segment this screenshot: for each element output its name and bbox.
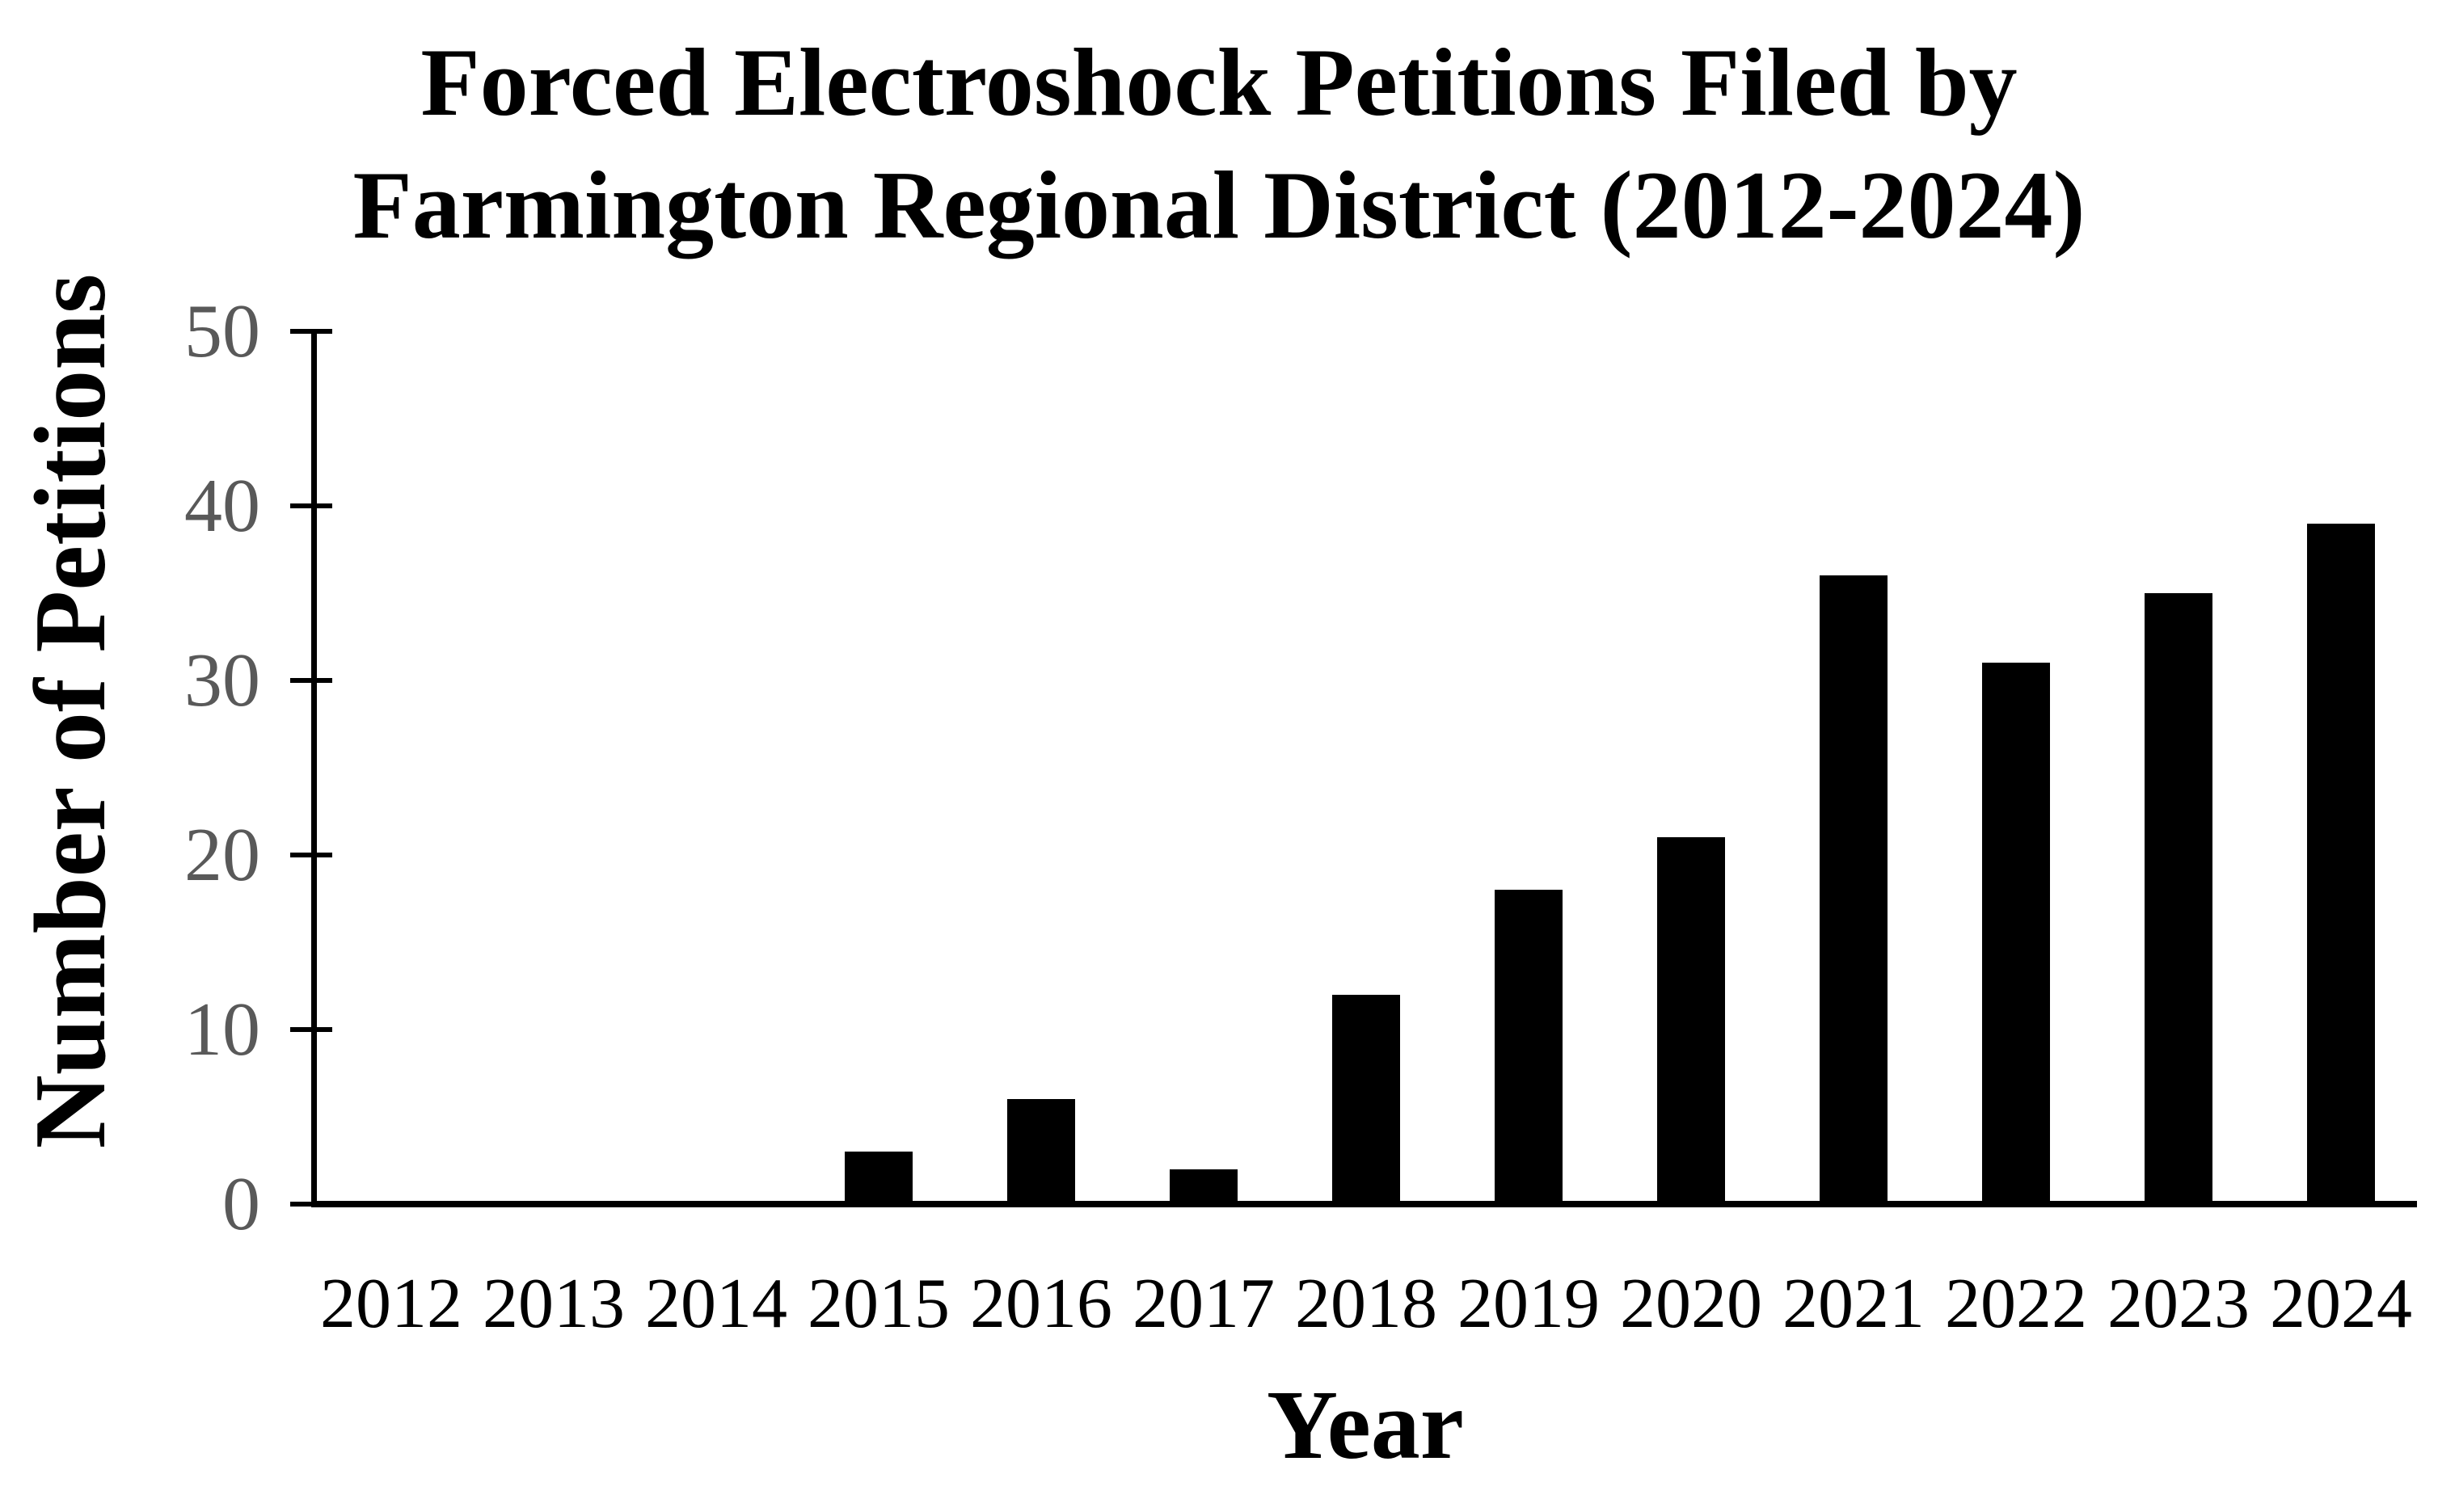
x-tick-label-2024: 2024 <box>2270 1265 2412 1343</box>
y-tick-label-50: 50 <box>184 289 260 373</box>
x-tick-label-2022: 2022 <box>1945 1265 2087 1343</box>
y-tick-label-0: 0 <box>222 1162 260 1246</box>
x-axis-title: Year <box>1267 1371 1464 1480</box>
y-tick-label-20: 20 <box>184 813 260 897</box>
chart-title-line2: Farmington Regional District (2012-2024) <box>352 151 2086 259</box>
y-tick-0 <box>290 1202 332 1207</box>
y-tick-50 <box>290 329 332 334</box>
y-tick-40 <box>290 503 332 508</box>
y-tick-label-30: 30 <box>184 638 260 722</box>
y-tick-label-40: 40 <box>184 464 260 548</box>
bar-2017 <box>1170 1169 1238 1202</box>
x-tick-label-2021: 2021 <box>1782 1265 1925 1343</box>
x-tick-label-2016: 2016 <box>970 1265 1112 1343</box>
y-axis-line <box>311 331 317 1207</box>
x-tick-label-2020: 2020 <box>1620 1265 1762 1343</box>
chart-title-line1: Forced Electroshock Petitions Filed by <box>420 28 2018 136</box>
x-tick-label-2012: 2012 <box>320 1265 462 1343</box>
x-tick-label-2019: 2019 <box>1457 1265 1600 1343</box>
chart-title: Forced Electroshock Petitions Filed by F… <box>0 21 2438 267</box>
x-tick-label-2015: 2015 <box>808 1265 950 1343</box>
x-tick-label-2017: 2017 <box>1133 1265 1275 1343</box>
y-tick-label-10: 10 <box>184 988 260 1072</box>
y-tick-30 <box>290 678 332 683</box>
bar-2023 <box>2145 593 2212 1202</box>
bar-2020 <box>1657 837 1725 1202</box>
x-axis-line <box>311 1201 2417 1207</box>
y-tick-10 <box>290 1027 332 1032</box>
x-tick-label-2014: 2014 <box>645 1265 787 1343</box>
bar-2024 <box>2307 523 2375 1202</box>
x-tick-label-2013: 2013 <box>483 1265 625 1343</box>
bar-2018 <box>1332 994 1400 1202</box>
y-tick-20 <box>290 853 332 857</box>
bar-2015 <box>845 1152 913 1202</box>
bar-2016 <box>1007 1099 1075 1202</box>
x-tick-label-2023: 2023 <box>2107 1265 2250 1343</box>
bar-2022 <box>1982 663 2050 1202</box>
bar-2019 <box>1495 890 1563 1202</box>
x-tick-label-2018: 2018 <box>1295 1265 1437 1343</box>
bar-2021 <box>1820 575 1888 1202</box>
